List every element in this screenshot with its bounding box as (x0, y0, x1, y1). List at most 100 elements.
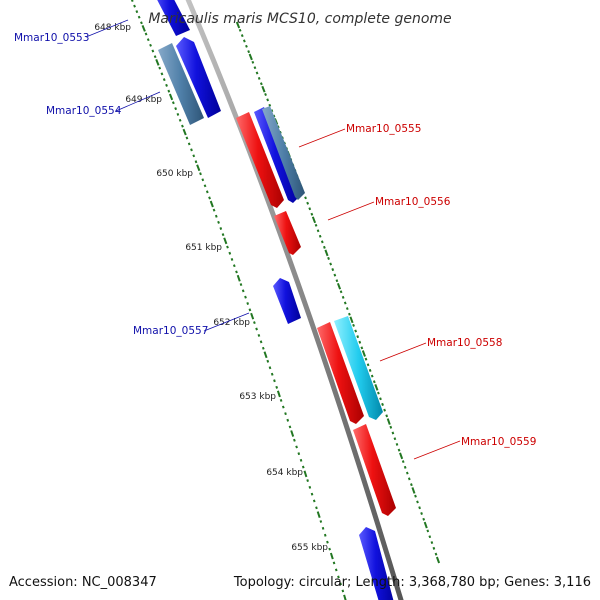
scale-dot (319, 520, 323, 523)
scale-dot (328, 547, 331, 551)
scale-dot (377, 391, 380, 395)
scale-dot (182, 128, 187, 136)
scale-dot (226, 245, 229, 249)
scale-tick-label: 654 kbp (266, 468, 303, 478)
gene-feature[interactable] (353, 424, 396, 516)
scale-dot (332, 561, 336, 565)
scale-dot (266, 359, 270, 363)
gene-feature[interactable] (262, 106, 305, 200)
scale-dot (141, 25, 146, 32)
scale-dot (435, 556, 441, 564)
gene-feature[interactable] (158, 43, 204, 125)
scale-dot (324, 249, 329, 257)
gene-label-mmar10-0557[interactable]: Mmar10_0557 (133, 325, 208, 337)
scale-dot (428, 535, 432, 539)
gene-label-mmar10-0558[interactable]: Mmar10_0558 (427, 337, 502, 349)
scale-dot (270, 372, 274, 376)
scale-dot (381, 402, 384, 406)
scale-dot (130, 0, 134, 2)
scale-dot (345, 307, 349, 311)
scale-dot (137, 15, 141, 19)
scale-dot (194, 160, 198, 164)
scale-dot (318, 234, 322, 238)
leader-line (85, 19, 129, 38)
gene-feature[interactable] (274, 211, 301, 255)
scale-dot (414, 494, 417, 498)
scale-dot (385, 414, 389, 418)
gene-feature[interactable] (359, 527, 396, 600)
scale-dot (372, 380, 376, 384)
scale-dot (245, 44, 248, 48)
scale-dot (261, 85, 266, 93)
scale-dot (149, 43, 152, 47)
scale-dot (315, 506, 318, 510)
scale-dot (383, 408, 386, 412)
gene-label-mmar10-0554[interactable]: Mmar10_0554 (46, 105, 122, 117)
scale-dot (209, 200, 214, 208)
scale-dot (411, 487, 416, 494)
scale-dot (299, 458, 303, 462)
scale-dot (236, 274, 241, 282)
scale-dot (160, 72, 164, 76)
scale-dot (259, 82, 263, 86)
scale-dot (174, 107, 178, 111)
scale-dot (391, 431, 395, 435)
scale-dot (395, 442, 399, 446)
gene-label-mmar10-0553[interactable]: Mmar10_0553 (14, 32, 89, 44)
scale-dot (326, 540, 329, 544)
scale-dot (153, 55, 157, 59)
scale-dot (144, 32, 148, 36)
accession-text: Accession: NC_008347 (9, 575, 157, 590)
scale-dot (295, 445, 298, 449)
scale-tick-label: 653 kbp (239, 392, 276, 402)
scale-dot (334, 568, 338, 572)
gene-feature[interactable] (334, 316, 383, 420)
genome-summary-text: Topology: circular; Length: 3,368,780 bp… (233, 575, 591, 590)
scale-dot (339, 290, 343, 294)
scale-tick-label: 655 kbp (291, 543, 328, 553)
scale-dot (368, 368, 372, 372)
scale-dot (306, 201, 310, 205)
scale-dot (386, 418, 391, 425)
scale-dot (135, 10, 139, 14)
scale-dot (248, 308, 252, 312)
scale-dot (354, 329, 358, 333)
scale-dot (165, 83, 168, 87)
scale-dot (343, 301, 347, 305)
gene-label-mmar10-0559[interactable]: Mmar10_0559 (461, 436, 536, 448)
scale-dot (416, 500, 419, 504)
gene-label-mmar10-0555[interactable]: Mmar10_0555 (346, 123, 421, 135)
scale-dot (168, 93, 174, 101)
scale-dot (178, 118, 182, 122)
scale-dot (361, 350, 366, 357)
scale-dot (321, 526, 325, 530)
scale-dot (343, 594, 347, 600)
gene-feature[interactable] (273, 278, 301, 324)
scale-dot (235, 21, 241, 29)
gene-feature[interactable] (236, 112, 284, 208)
scale-dot (374, 384, 379, 391)
scale-dot (401, 460, 405, 464)
scale-dot (219, 227, 223, 230)
scale-dot (389, 425, 393, 429)
scale-dot (176, 112, 180, 116)
scale-dot (335, 279, 339, 283)
gene-feature[interactable] (152, 0, 190, 36)
scale-dot (358, 340, 362, 344)
scale-dot (253, 66, 257, 70)
scale-dot (405, 471, 409, 475)
forward-strand-features (236, 106, 396, 516)
scale-dot (331, 268, 335, 272)
scale-dot (311, 216, 317, 224)
gene-feature[interactable] (317, 322, 364, 424)
gene-label-mmar10-0556[interactable]: Mmar10_0556 (375, 196, 451, 208)
scale-dot (336, 282, 342, 290)
scale-dot (364, 357, 368, 361)
scale-dot (341, 295, 345, 299)
scale-dot (312, 499, 316, 503)
scale-dot (230, 257, 234, 261)
scale-dot (304, 196, 307, 200)
scale-dot (133, 4, 136, 8)
scale-dot (422, 517, 426, 521)
gene-feature[interactable] (176, 37, 221, 118)
